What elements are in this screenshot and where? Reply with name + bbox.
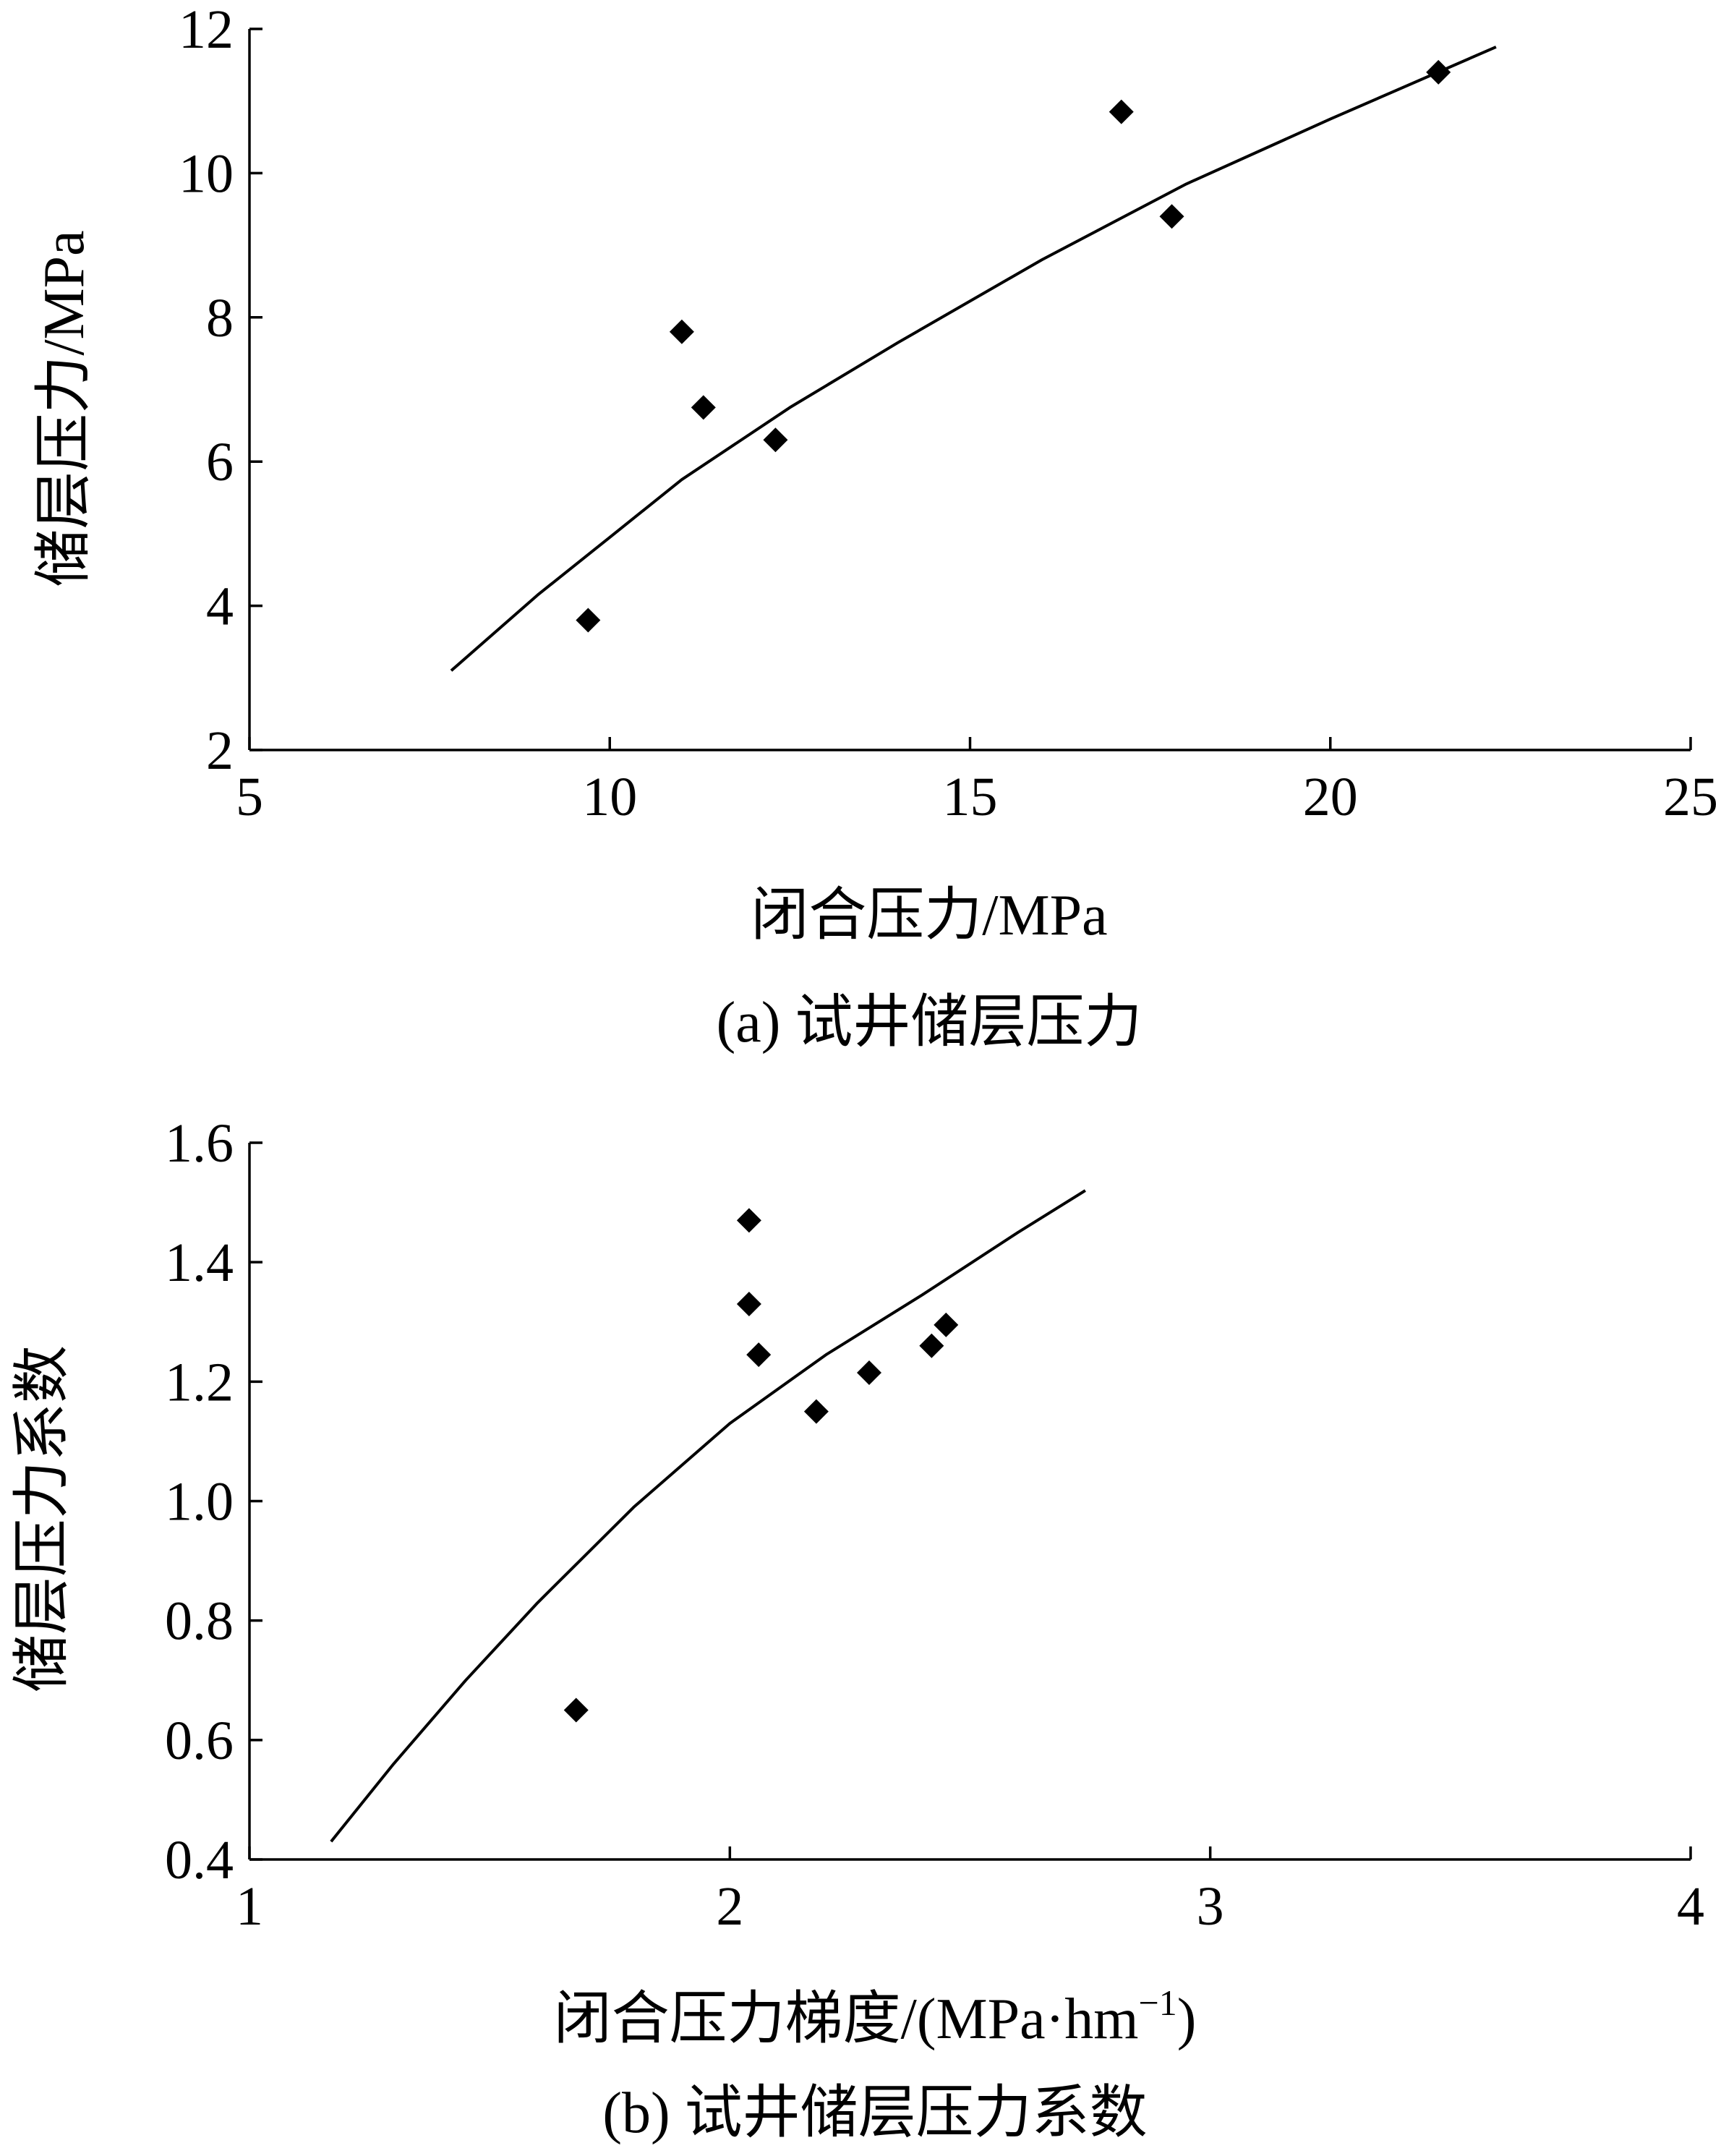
panel-a-plot-area: 5 10 15 20 25 2 4 6 8 10 12 <box>179 0 1718 827</box>
panel-a-y-tick-label: 2 <box>206 720 234 781</box>
panel-a-caption: (a) 试井储层压力 <box>717 991 1143 1054</box>
panel-b-x-axis-label: 闭合压力梯度/(MPa·hm−1) <box>554 1982 1197 2051</box>
panel-a-data-point <box>691 395 716 420</box>
panel-b-x-axis-label-close: ) <box>1177 1987 1197 2051</box>
panel-a-y-tick-label: 8 <box>206 288 234 349</box>
panel-b-y-axis-label: 储层压力系数 <box>11 1345 74 1692</box>
panel-b-caption: (b) 试井储层压力系数 <box>602 2082 1147 2145</box>
panel-b-data-point <box>934 1312 959 1337</box>
panel-a-x-axis-label: 闭合压力/MPa <box>751 884 1107 947</box>
panel-a-x-tick-label: 15 <box>943 767 998 827</box>
panel-b-data-point <box>746 1342 772 1368</box>
panel-a-x-tick-label: 5 <box>236 767 263 827</box>
panel-b-y-tick-label: 1.2 <box>165 1352 234 1413</box>
panel-a-x-tick-label: 25 <box>1663 767 1718 827</box>
panel-b-x-tick-label: 3 <box>1197 1876 1224 1937</box>
panel-a-y-tick-label: 4 <box>206 576 234 637</box>
panel-a-data-point <box>1159 204 1184 229</box>
panel-b-x-tick-label: 2 <box>716 1876 743 1937</box>
panel-b-x-axis-label-superscript: −1 <box>1139 1982 1177 2023</box>
panel-a-data-point <box>669 319 694 344</box>
panel-a-y-tick-label: 12 <box>179 0 234 60</box>
panel-a-data-point <box>763 427 788 453</box>
panel-b-y-tick-label: 0.4 <box>165 1830 234 1891</box>
panel-b-data-point <box>736 1208 761 1233</box>
panel-b-data-point <box>919 1333 944 1358</box>
panel-a-data-point <box>1426 59 1451 85</box>
panel-b-y-tick-label: 1.0 <box>165 1472 234 1533</box>
panel-b-x-axis-label-main: 闭合压力梯度/(MPa·hm <box>554 1987 1139 2051</box>
panel-b-data-point <box>856 1360 881 1385</box>
panel-b-y-tick-label: 0.6 <box>165 1710 234 1771</box>
panel-b-x-tick-label: 4 <box>1677 1876 1704 1937</box>
panel-b-data-point <box>803 1399 829 1424</box>
panel-b-data-point <box>563 1697 589 1723</box>
panel-b-x-tick-label: 1 <box>236 1876 263 1937</box>
panel-a-data-point <box>1109 99 1134 124</box>
panel-a-y-tick-label: 10 <box>179 143 234 204</box>
panel-b-y-tick-label: 0.8 <box>165 1591 234 1652</box>
panel-b-data-point <box>736 1291 761 1316</box>
panel-a-y-tick-label: 6 <box>206 432 234 493</box>
panel-a-y-axis-label: 储层压力/MPa <box>33 230 96 587</box>
panel-b-y-tick-label: 1.6 <box>165 1113 234 1174</box>
panel-a-x-tick-label: 20 <box>1303 767 1358 827</box>
panel-a-x-tick-label: 10 <box>582 767 637 827</box>
panel-b-plot-area: 1 2 3 4 0.4 0.6 0.8 1.0 1.2 1.4 1.6 <box>165 1113 1704 1937</box>
panel-a-chart: 5 10 15 20 25 2 4 6 8 10 12 闭合压力/MPa 储层压力/MPa (a) … <box>33 0 1718 1054</box>
panel-b-fit-curve <box>330 1189 1086 1843</box>
panel-a-fit-curve <box>450 46 1497 672</box>
panel-b-y-tick-label: 1.4 <box>165 1232 234 1293</box>
panel-b-chart: 1 2 3 4 0.4 0.6 0.8 1.0 1.2 1.4 1.6 闭合压力梯度/(MPa·hm… <box>11 1113 1704 2145</box>
panel-a-data-point <box>576 608 601 633</box>
